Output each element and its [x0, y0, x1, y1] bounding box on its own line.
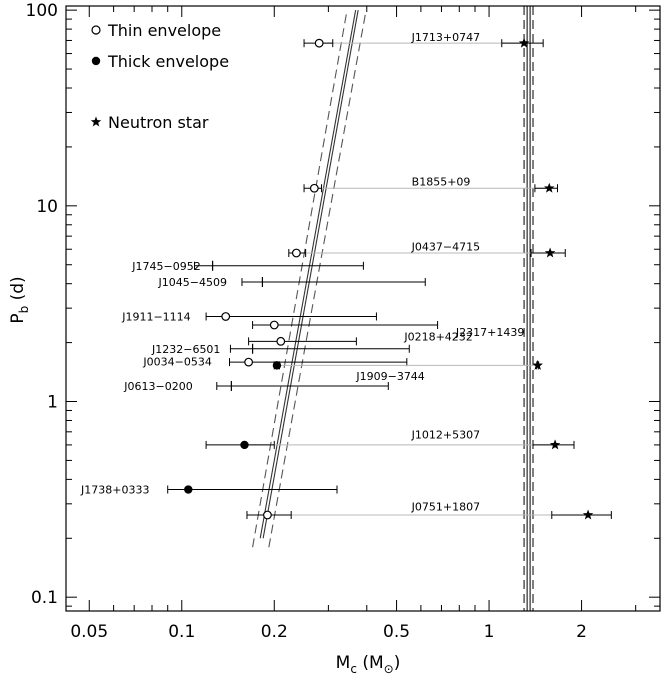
y-title-main: P [8, 313, 28, 323]
data-points [167, 37, 612, 520]
marker-j0034-0534 [244, 357, 253, 367]
relation-curves [252, 6, 534, 611]
axis-ticks: 0.05 0.1 0.2 0.5 1 2 0.1 1 10 100 [26, 1, 660, 642]
x-tick-label: 0.1 [168, 622, 195, 642]
label-b1855-09: B1855+09 [412, 176, 471, 189]
legend-symbol-open-circle [91, 25, 101, 35]
legend-label-thin-envelope: Thin envelope [107, 21, 221, 40]
label-j0751-1807: J0751+1807 [411, 501, 480, 514]
x-title-unit-close: ) [394, 653, 401, 673]
marker-j0218-4232 [276, 336, 286, 346]
x-axis-title: Mc (M⊙) [336, 653, 401, 676]
marker-j0437-4715 [291, 248, 301, 258]
y-tick-label: 1 [47, 393, 58, 413]
x-tick-label: 1 [484, 622, 495, 642]
ns-star-j0437-4715 [544, 247, 556, 258]
marker-j1911-1114 [221, 312, 231, 321]
label-j1911-1114: J1911−1114 [121, 310, 190, 323]
label-j2317-1439: J2317+1439 [455, 326, 524, 339]
y-title-sub: b [17, 306, 31, 314]
label-j0218-4232: J0218+4232 [403, 330, 472, 343]
relation-curve-dashed [252, 10, 348, 548]
label-j1713-0747: J1713+0747 [411, 31, 480, 44]
system-labels: J1713+0747 B1855+09 J0437−4715 J1745−0952 J1… [80, 31, 524, 514]
x-tick-label: 2 [576, 622, 587, 642]
y-axis-title: Pb (d) [8, 276, 31, 323]
marker-j2317-1439 [269, 320, 279, 330]
ns-star-j0751-1807 [582, 509, 594, 520]
label-j0034-0534: J0034−0534 [142, 356, 211, 369]
legend-symbol-filled-circle [91, 56, 101, 66]
label-j1045-4509: J1045−4509 [158, 276, 227, 289]
marker-j0751-1807 [263, 510, 272, 520]
y-title-unit: (d) [8, 276, 28, 305]
legend-label-neutron-star: Neutron star [108, 113, 209, 132]
label-j1745-0952: J1745−0952 [131, 260, 200, 273]
legend: Thin envelope Thick envelope Neutron star [90, 21, 229, 132]
y-tick-label: 0.1 [31, 588, 58, 608]
marker-j1713-0747 [314, 38, 324, 48]
x-title-main: M [336, 653, 351, 673]
y-tick-label: 10 [36, 197, 58, 217]
marker-j1909-3744 [272, 361, 282, 370]
label-j1909-3744: J1909−3744 [355, 370, 424, 383]
marker-j1738-0333 [184, 485, 193, 494]
relation-curve-dashed [268, 10, 367, 548]
x-tick-label: 0.2 [261, 622, 288, 642]
x-title-unit: (M [357, 653, 384, 673]
x-tick-label: 0.5 [383, 622, 410, 642]
ns-star-j1909-3744 [532, 359, 543, 370]
label-j0613-0200: J0613−0200 [123, 380, 192, 393]
ns-star-j1713-0747 [518, 37, 530, 48]
label-j0437-4715: J0437−4715 [411, 240, 480, 253]
x-title-sub: c [350, 662, 357, 676]
marker-j1012-5307 [240, 440, 249, 450]
plot-frame [65, 5, 661, 612]
ns-star-b1855-09 [544, 182, 555, 193]
x-tick-label: 0.05 [70, 622, 108, 642]
legend-symbol-star [90, 116, 102, 127]
label-j1012-5307: J1012+5307 [411, 428, 480, 441]
relation-curve-solid [259, 10, 357, 539]
x-title-unit-sub: ⊙ [384, 662, 394, 676]
label-j1232-6501: J1232−6501 [151, 343, 220, 356]
label-j1738-0333: J1738+0333 [80, 484, 149, 497]
y-tick-label: 100 [26, 1, 58, 21]
marker-b1855-09 [309, 183, 319, 193]
ns-star-j1012-5307 [549, 439, 561, 450]
legend-label-thick-envelope: Thick envelope [107, 52, 229, 71]
relation-curve-solid [262, 10, 359, 539]
